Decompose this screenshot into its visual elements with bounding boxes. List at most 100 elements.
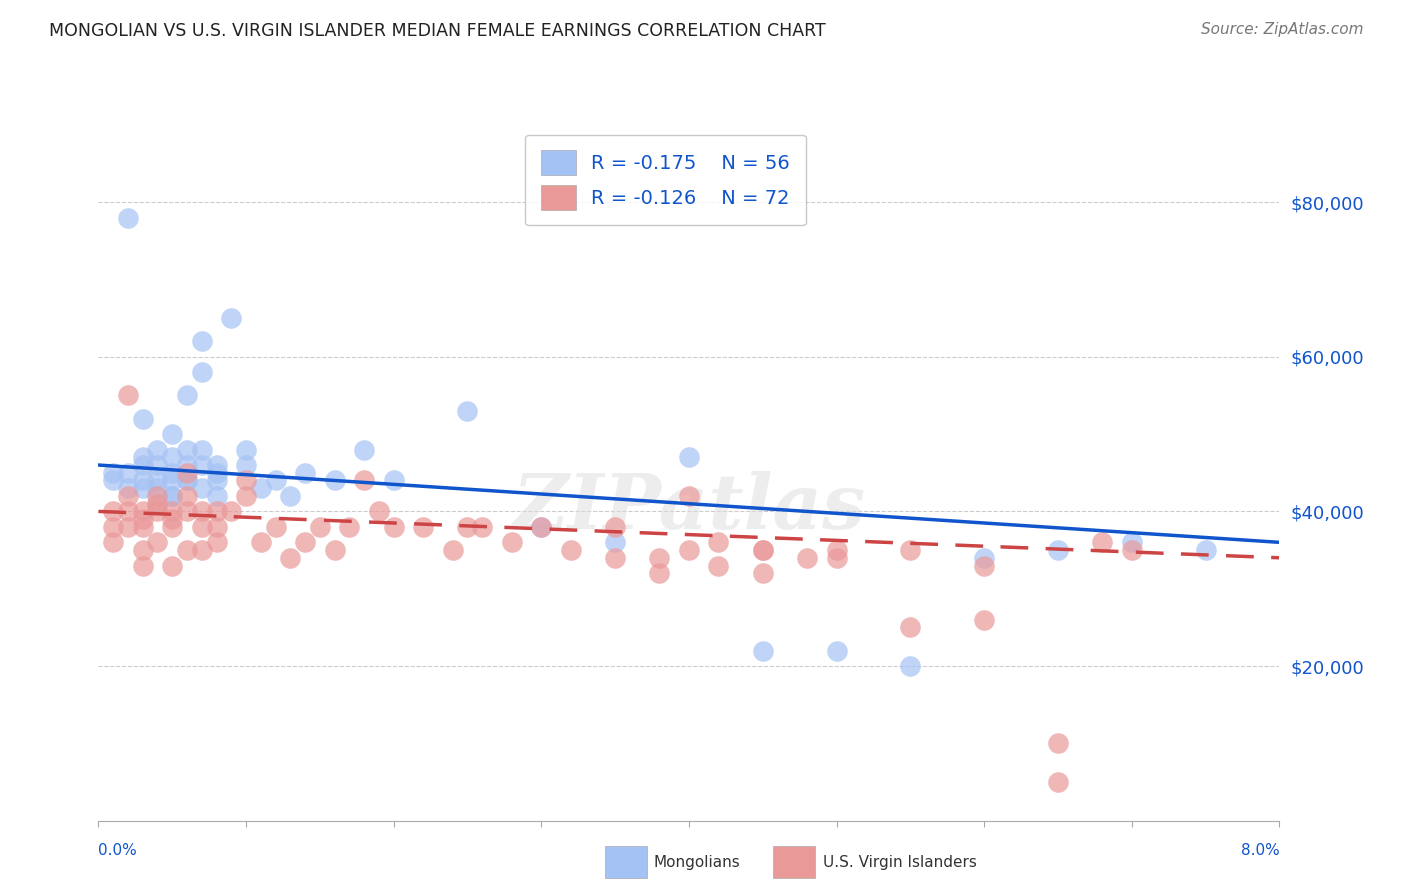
Point [264, 520, 287, 534]
Point [117, 388, 139, 402]
Point [162, 504, 183, 518]
Point [235, 474, 257, 488]
Point [191, 334, 214, 349]
Point [132, 520, 155, 534]
Point [117, 520, 139, 534]
Point [456, 404, 478, 418]
Point [191, 520, 214, 534]
Point [973, 613, 995, 627]
Point [1046, 775, 1069, 789]
Point [382, 474, 405, 488]
Point [648, 550, 671, 565]
Point [308, 520, 332, 534]
Point [146, 497, 169, 511]
Point [191, 543, 214, 558]
Point [103, 504, 125, 518]
Point [973, 550, 995, 565]
Point [1091, 535, 1114, 549]
Point [176, 489, 198, 503]
Point [294, 535, 316, 549]
Point [323, 543, 346, 558]
Point [205, 466, 228, 480]
Point [751, 566, 773, 581]
Point [412, 520, 434, 534]
Point [605, 550, 627, 565]
Point [973, 558, 995, 573]
Point [796, 550, 818, 565]
Point [205, 504, 228, 518]
Point [191, 504, 214, 518]
Point [250, 535, 273, 549]
Point [117, 211, 139, 225]
Point [441, 543, 464, 558]
Point [162, 450, 183, 465]
Point [605, 535, 627, 549]
Point [751, 543, 773, 558]
Point [900, 543, 922, 558]
Point [146, 497, 169, 511]
Point [205, 458, 228, 472]
Point [176, 543, 198, 558]
Point [825, 643, 848, 657]
Point [191, 365, 214, 379]
Point [146, 458, 169, 472]
Point [278, 489, 302, 503]
Point [162, 474, 183, 488]
Point [117, 481, 139, 495]
Point [530, 520, 553, 534]
Point [353, 474, 375, 488]
Point [367, 504, 389, 518]
Point [605, 520, 627, 534]
Point [751, 543, 773, 558]
Point [530, 520, 553, 534]
Text: ZIPatlas: ZIPatlas [512, 471, 866, 544]
Point [1121, 535, 1143, 549]
Point [1194, 543, 1216, 558]
Point [132, 474, 155, 488]
Point [205, 520, 228, 534]
Text: Mongolians: Mongolians [654, 855, 741, 870]
Legend: R = -0.175    N = 56, R = -0.126    N = 72: R = -0.175 N = 56, R = -0.126 N = 72 [524, 135, 806, 226]
Point [132, 543, 155, 558]
Point [648, 566, 671, 581]
Point [146, 474, 169, 488]
Point [219, 504, 242, 518]
Point [501, 535, 523, 549]
Point [1046, 736, 1069, 750]
Point [132, 458, 155, 472]
Point [103, 474, 125, 488]
Point [471, 520, 494, 534]
Point [751, 643, 773, 657]
FancyBboxPatch shape [605, 847, 647, 878]
Point [117, 504, 139, 518]
Point [162, 520, 183, 534]
Point [456, 520, 478, 534]
Point [103, 535, 125, 549]
Point [162, 558, 183, 573]
Point [191, 458, 214, 472]
Point [1046, 543, 1069, 558]
Point [103, 520, 125, 534]
Point [264, 474, 287, 488]
Text: U.S. Virgin Islanders: U.S. Virgin Islanders [823, 855, 976, 870]
Point [146, 504, 169, 518]
Point [235, 442, 257, 457]
Point [678, 489, 700, 503]
Point [678, 450, 700, 465]
Point [176, 388, 198, 402]
Point [205, 535, 228, 549]
Point [205, 474, 228, 488]
Point [205, 489, 228, 503]
Point [323, 474, 346, 488]
Point [162, 512, 183, 526]
Point [132, 481, 155, 495]
Point [117, 466, 139, 480]
Point [337, 520, 360, 534]
Point [191, 442, 214, 457]
Point [162, 489, 183, 503]
Point [176, 504, 198, 518]
Point [117, 489, 139, 503]
Point [250, 481, 273, 495]
Point [825, 550, 848, 565]
Point [219, 311, 242, 326]
